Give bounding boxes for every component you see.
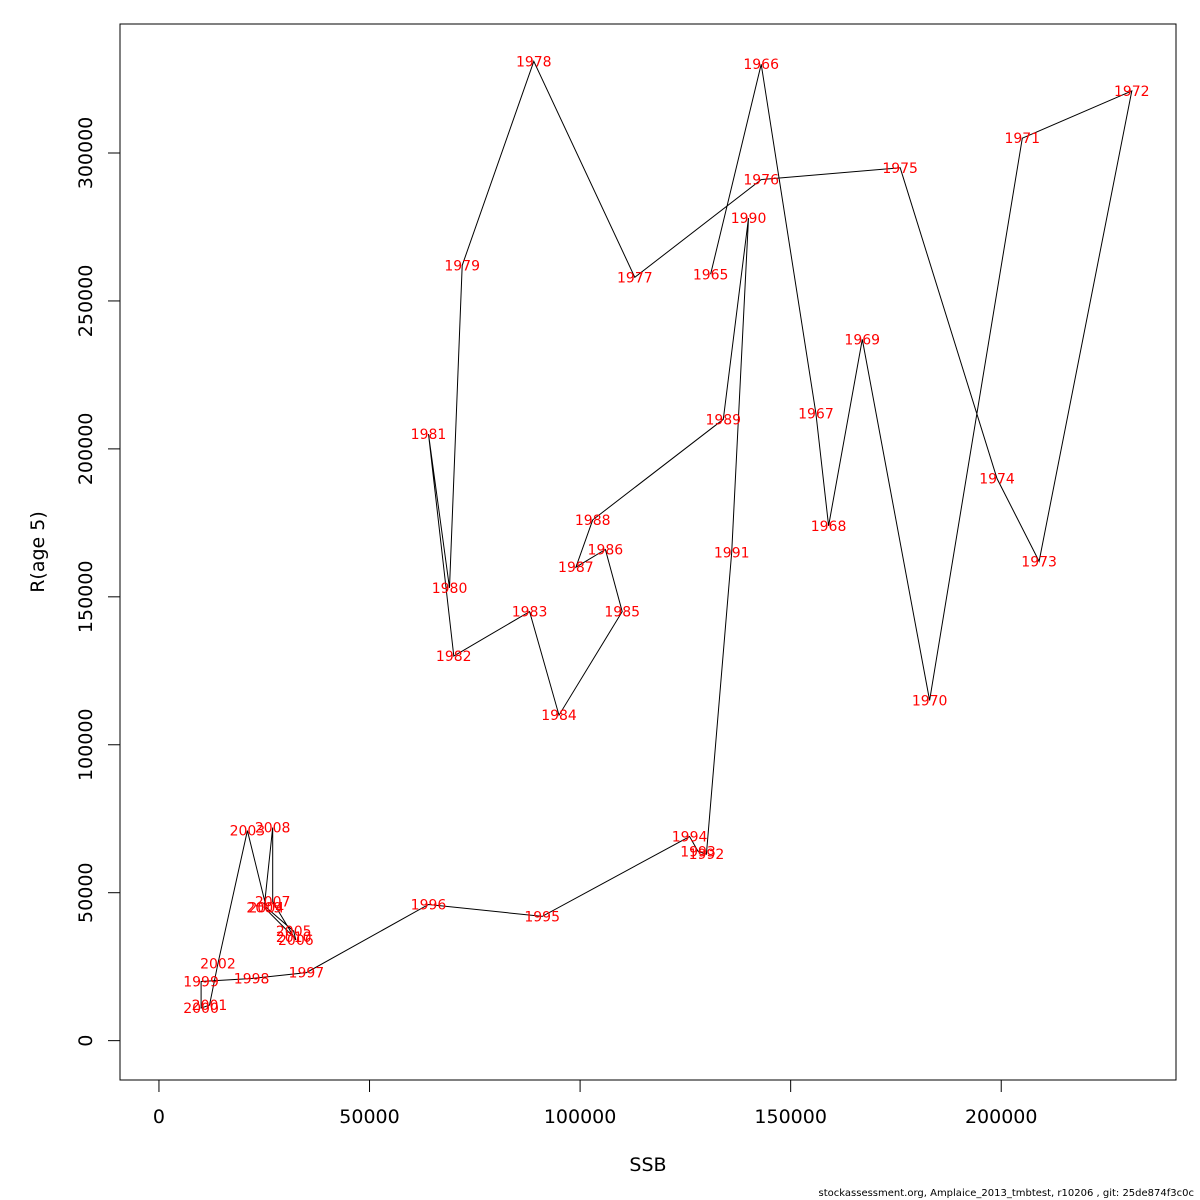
point-label-2007: 2007	[255, 895, 291, 911]
point-label-1970: 1970	[912, 693, 948, 709]
y-tick-label: 300000	[75, 117, 97, 190]
point-label-2004: 2004	[249, 901, 285, 917]
x-axis-label: SSB	[629, 1154, 666, 1176]
point-label-1992: 1992	[689, 847, 725, 863]
point-label-1969: 1969	[844, 332, 880, 348]
point-labels: 1965 1966 1967 1968 1969 1970 1971 1972 1973 1974…	[183, 54, 1149, 1017]
point-label-1990: 1990	[731, 211, 767, 227]
point-label-1985: 1985	[604, 605, 640, 621]
series-line	[200, 59, 1133, 1009]
point-label-2009: 2009	[246, 901, 282, 917]
point-label-1974: 1974	[979, 471, 1015, 487]
x-tick-label: 200000	[965, 1106, 1038, 1128]
y-tick-label: 50000	[75, 862, 97, 922]
point-label-2000: 2000	[183, 1001, 219, 1017]
point-label-1982: 1982	[436, 649, 472, 665]
y-tick-label: 250000	[75, 265, 97, 338]
point-label-1978: 1978	[516, 54, 552, 70]
point-label-1986: 1986	[588, 542, 624, 558]
point-label-2010: 2010	[276, 930, 312, 946]
point-label-1989: 1989	[705, 412, 741, 428]
point-label-1996: 1996	[411, 898, 447, 914]
y-tick-label: 150000	[75, 561, 97, 634]
point-label-1976: 1976	[743, 173, 779, 189]
point-label-1968: 1968	[811, 519, 847, 535]
footer-caption: stockassessment.org, Amplaice_2013_tmbte…	[818, 1188, 1194, 1199]
point-label-1971: 1971	[1004, 131, 1040, 147]
point-label-2006: 2006	[278, 933, 314, 949]
point-label-1977: 1977	[617, 270, 653, 286]
point-label-1991: 1991	[714, 545, 750, 561]
point-label-1997: 1997	[289, 966, 325, 982]
point-label-1972: 1972	[1114, 84, 1150, 100]
y-tick-label: 0	[75, 1035, 97, 1047]
point-label-1980: 1980	[432, 581, 468, 597]
point-label-1965: 1965	[693, 267, 729, 283]
point-label-1988: 1988	[575, 513, 611, 529]
x-tick-label: 0	[153, 1106, 165, 1128]
point-label-1973: 1973	[1021, 554, 1057, 570]
point-label-1994: 1994	[672, 829, 708, 845]
point-label-2008: 2008	[255, 821, 291, 837]
point-label-2005: 2005	[276, 924, 312, 940]
point-label-1987: 1987	[558, 560, 594, 576]
point-label-1981: 1981	[411, 427, 447, 443]
y-tick-label: 200000	[75, 413, 97, 486]
point-label-2002: 2002	[200, 957, 236, 973]
x-tick-label: 50000	[339, 1106, 399, 1128]
y-axis-label: R(age 5)	[27, 511, 49, 593]
x-axis: 0 50000 100000 150000 200000	[153, 1079, 1038, 1128]
y-tick-label: 100000	[75, 709, 97, 782]
point-label-2003: 2003	[230, 824, 266, 840]
point-label-1984: 1984	[541, 708, 577, 724]
point-label-1979: 1979	[444, 258, 480, 274]
y-axis: 0 50000 100000 150000 200000 250000 300000	[75, 117, 121, 1047]
point-label-1975: 1975	[882, 161, 918, 177]
point-label-1967: 1967	[798, 406, 834, 422]
point-label-1966: 1966	[743, 57, 779, 73]
point-label-1995: 1995	[524, 909, 560, 925]
point-label-1983: 1983	[512, 605, 548, 621]
point-label-1998: 1998	[234, 972, 270, 988]
point-label-1999: 1999	[183, 974, 219, 990]
x-tick-label: 100000	[544, 1106, 617, 1128]
x-tick-label: 150000	[754, 1106, 827, 1128]
point-label-2001: 2001	[192, 998, 228, 1014]
point-label-1993: 1993	[680, 844, 716, 860]
